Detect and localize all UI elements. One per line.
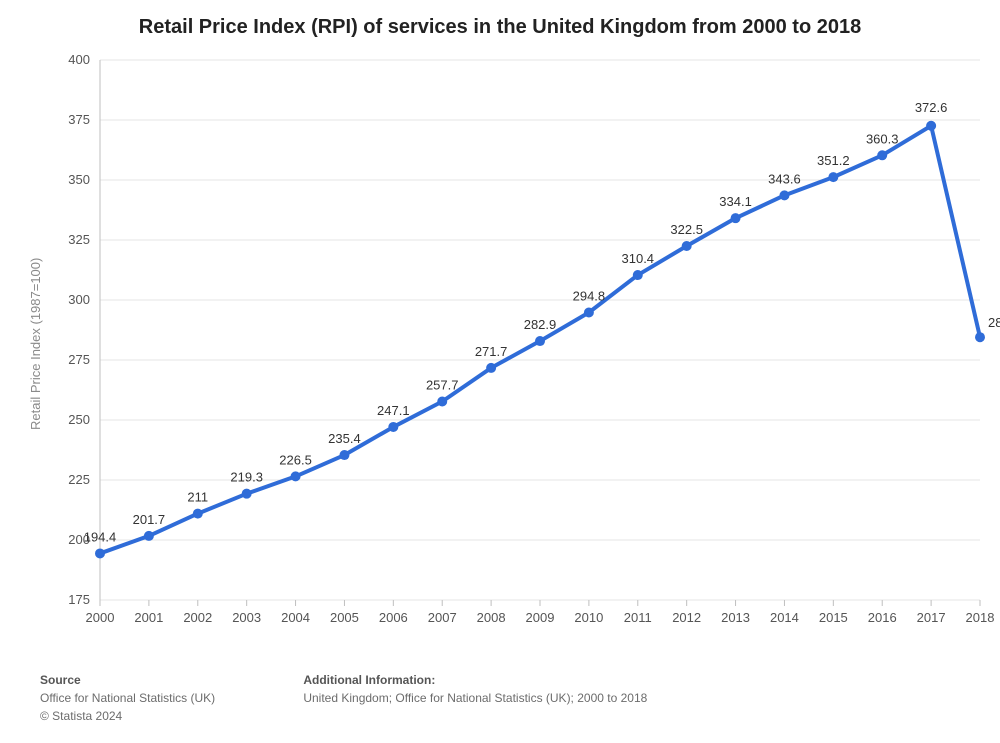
data-label: 284.5 [988,315,1000,330]
source-line-1: Office for National Statistics (UK) [40,691,215,705]
y-tick-label: 350 [68,172,90,187]
data-marker [731,213,741,223]
data-label: 257.7 [426,378,459,393]
y-tick-label: 375 [68,112,90,127]
x-tick-label: 2007 [428,610,457,625]
chart-footer: Source Office for National Statistics (U… [40,671,903,725]
x-tick-label: 2010 [574,610,603,625]
x-tick-label: 2003 [232,610,261,625]
x-tick-label: 2015 [819,610,848,625]
data-marker [584,307,594,317]
y-tick-label: 250 [68,412,90,427]
data-label: 372.6 [915,100,948,115]
data-marker [193,509,203,519]
x-tick-label: 2009 [526,610,555,625]
x-tick-label: 2014 [770,610,799,625]
x-tick-label: 2000 [86,610,115,625]
y-tick-label: 225 [68,472,90,487]
data-label: 322.5 [670,222,703,237]
data-marker [828,172,838,182]
x-tick-label: 2001 [134,610,163,625]
data-marker [877,150,887,160]
data-label: 247.1 [377,403,410,418]
y-tick-label: 400 [68,52,90,67]
x-tick-label: 2011 [624,610,652,625]
x-tick-label: 2016 [868,610,897,625]
data-label: 219.3 [230,470,263,485]
data-marker [242,489,252,499]
line-chart: 1752002252502753003253503754002000200120… [0,0,1000,743]
y-tick-label: 175 [68,592,90,607]
y-tick-label: 275 [68,352,90,367]
data-marker [633,270,643,280]
data-marker [926,121,936,131]
data-marker [779,190,789,200]
x-tick-label: 2017 [917,610,946,625]
x-tick-label: 2005 [330,610,359,625]
source-line-2: © Statista 2024 [40,709,122,723]
data-marker [95,548,105,558]
data-label: 334.1 [719,194,752,209]
data-label: 351.2 [817,153,850,168]
data-marker [975,332,985,342]
data-label: 343.6 [768,171,801,186]
data-label: 201.7 [133,512,166,527]
data-marker [682,241,692,251]
x-tick-label: 2004 [281,610,310,625]
x-tick-label: 2008 [477,610,506,625]
data-marker [486,363,496,373]
data-label: 310.4 [622,251,655,266]
data-label: 194.4 [84,529,117,544]
data-marker [144,531,154,541]
x-tick-label: 2002 [183,610,212,625]
data-marker [535,336,545,346]
data-label: 294.8 [573,288,606,303]
data-label: 235.4 [328,431,361,446]
data-marker [339,450,349,460]
data-marker [291,471,301,481]
data-label: 211 [187,490,208,505]
data-label: 282.9 [524,317,557,332]
additional-info-header: Additional Information: [303,671,903,689]
x-tick-label: 2006 [379,610,408,625]
data-label: 226.5 [279,452,312,467]
y-tick-label: 300 [68,292,90,307]
data-label: 360.3 [866,131,899,146]
data-marker [437,397,447,407]
x-tick-label: 2013 [721,610,750,625]
data-label: 271.7 [475,344,508,359]
x-tick-label: 2012 [672,610,701,625]
data-marker [388,422,398,432]
x-tick-label: 2018 [966,610,995,625]
additional-info-text: United Kingdom; Office for National Stat… [303,691,647,705]
source-header: Source [40,671,300,689]
y-tick-label: 325 [68,232,90,247]
